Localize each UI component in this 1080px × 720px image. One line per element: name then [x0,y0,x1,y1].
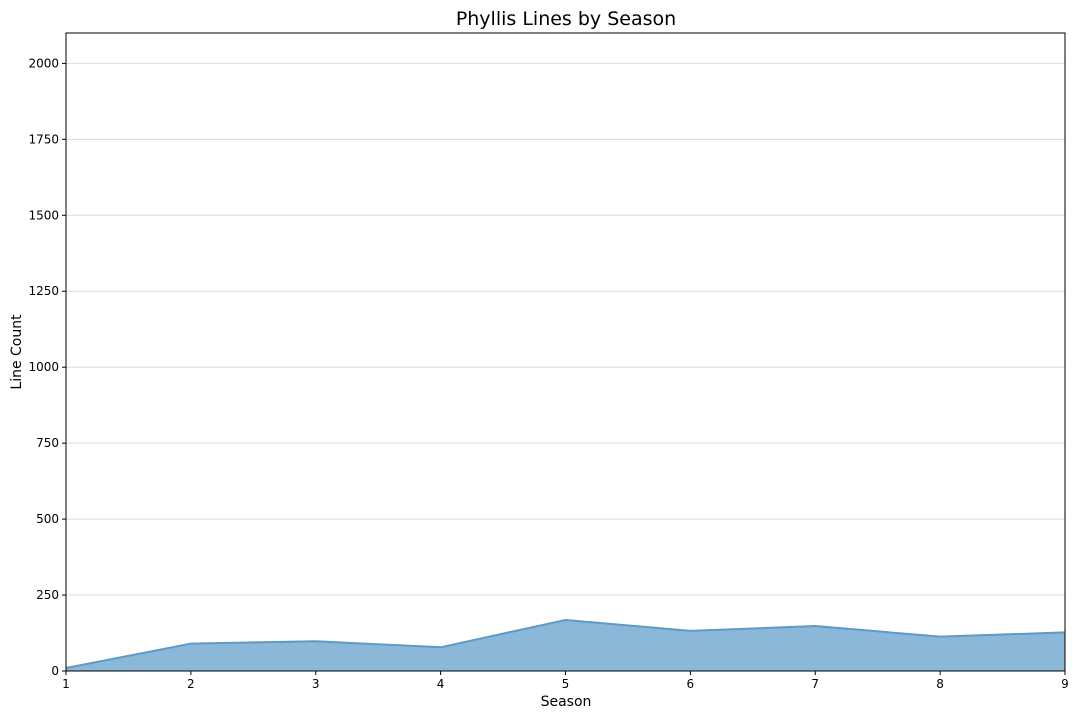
y-tick-label: 2000 [28,56,59,70]
x-tick-label: 2 [187,677,195,691]
y-tick-label: 1250 [28,284,59,298]
x-tick-label: 6 [687,677,695,691]
y-tick-label: 500 [36,512,59,526]
area-series [65,618,1066,671]
plot-frame [65,32,1066,672]
x-axis-ticks: 1 2 3 4 5 6 7 8 9 [62,671,1069,691]
x-axis-label: Season [541,694,592,710]
y-tick-label: 1750 [28,132,59,146]
grid-lines [66,62,1065,596]
y-tick-label: 250 [36,588,59,602]
x-tick-label: 1 [62,677,70,691]
x-tick-label: 9 [1061,677,1069,691]
x-tick-label: 5 [562,677,570,691]
x-tick-label: 8 [936,677,944,691]
chart-title: Phyllis Lines by Season [456,8,676,30]
x-tick-label: 3 [312,677,320,691]
x-tick-label: 4 [437,677,445,691]
area-fill [66,619,1065,671]
y-tick-label: 1500 [28,208,59,222]
y-tick-label: 0 [51,664,59,678]
y-tick-label: 750 [36,436,59,450]
y-tick-label: 1000 [28,360,59,374]
y-axis-label: Line Count [9,314,25,390]
x-tick-label: 7 [811,677,819,691]
y-axis-ticks: 0 250 500 750 1000 1250 1500 1750 2000 [28,56,66,678]
